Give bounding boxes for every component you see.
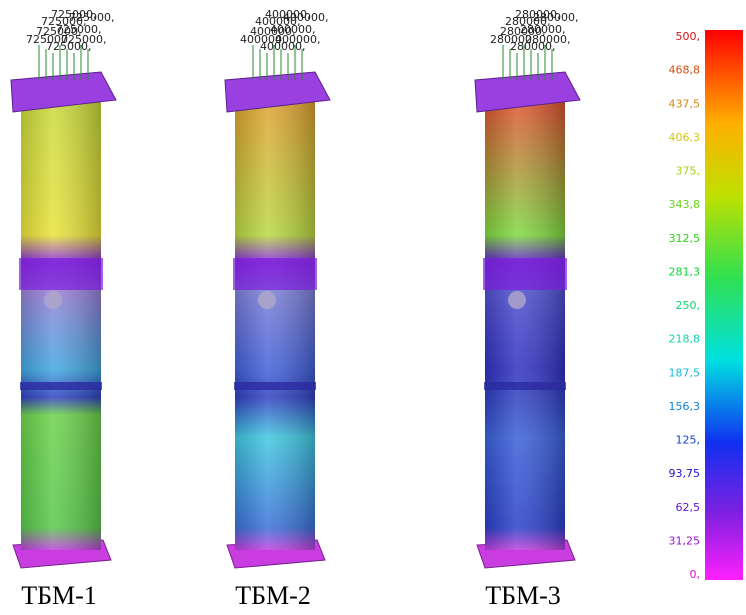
- load-label: 725000,: [69, 11, 115, 24]
- scale-label: 93,75: [669, 467, 701, 480]
- scale-label: 500,: [676, 30, 701, 43]
- band: [484, 382, 566, 390]
- scale-label: 406,3: [669, 131, 701, 144]
- scale-label: 437,5: [669, 97, 701, 110]
- load-label: 280000,: [533, 11, 579, 24]
- scale-label: 281,3: [669, 265, 701, 278]
- figure: 725000,725000,725000,725000,725000,72500…: [0, 0, 746, 615]
- color-scale-bar: [705, 30, 743, 580]
- column-shade: [235, 100, 315, 550]
- scale-label: 218,8: [669, 333, 701, 346]
- scale-label: 0,: [690, 568, 701, 581]
- hole: [508, 291, 526, 309]
- band: [233, 258, 317, 290]
- hole: [258, 291, 276, 309]
- column-model: 725000,725000,725000,725000,725000,72500…: [11, 8, 116, 610]
- band: [19, 258, 103, 290]
- scale-label: 312,5: [669, 232, 701, 245]
- band: [20, 382, 102, 390]
- scale-label: 250,: [676, 299, 701, 312]
- panel-label: ТБМ-1: [21, 581, 97, 610]
- scale-label: 62,5: [676, 501, 701, 514]
- column-shade: [485, 100, 565, 550]
- panel-label: ТБМ-3: [485, 581, 561, 610]
- scale-label: 187,5: [669, 366, 701, 379]
- load-label: 280000,: [510, 40, 556, 53]
- load-label: 725000,: [46, 40, 92, 53]
- scale-label: 125,: [676, 434, 701, 447]
- hole: [44, 291, 62, 309]
- load-label: 400000,: [283, 11, 329, 24]
- scale-label: 468,8: [669, 64, 701, 77]
- scale-label: 343,8: [669, 198, 701, 211]
- column-model: 400000,400000,400000,400000,400000,40000…: [225, 8, 330, 610]
- scale-label: 156,3: [669, 400, 701, 413]
- scale-label: 31,25: [669, 534, 701, 547]
- scale-label: 375,: [676, 165, 701, 178]
- band: [483, 258, 567, 290]
- load-label: 400000,: [260, 40, 306, 53]
- column-shade: [21, 100, 101, 550]
- stress-figure: 725000,725000,725000,725000,725000,72500…: [0, 0, 746, 615]
- panel-label: ТБМ-2: [235, 581, 311, 610]
- band: [234, 382, 316, 390]
- column-model: 280000,280000,280000,280000,280000,28000…: [475, 8, 580, 610]
